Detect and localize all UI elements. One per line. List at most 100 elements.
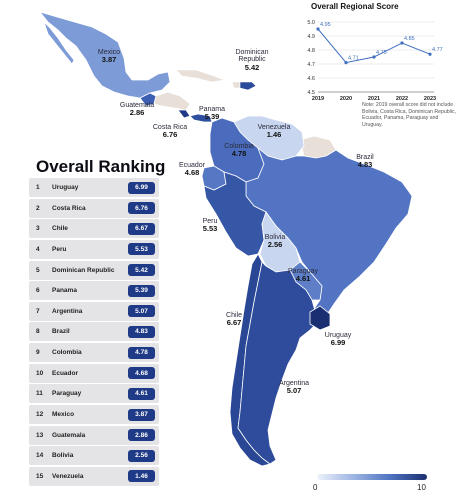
data-point	[344, 61, 348, 65]
rank-country: Mexico	[52, 411, 75, 419]
ranking-row: 2 Costa Rica 6.76	[29, 198, 159, 218]
legend-gradient-bar	[317, 474, 427, 480]
label-ecuador-name: Ecuador	[178, 162, 206, 169]
country-dominican-republic[interactable]	[239, 81, 257, 91]
label-argentina-score: 5.07	[286, 386, 302, 396]
country-costa-rica[interactable]	[177, 109, 191, 119]
rank-number: 12	[36, 411, 44, 419]
rank-country: Bolivia	[52, 452, 74, 460]
rank-country: Uruguay	[52, 184, 79, 191]
rank-country: Paraguay	[52, 390, 82, 398]
x-tick-label: 2020	[340, 96, 352, 102]
rank-number: 11	[36, 390, 43, 398]
label-chile-score: 6.67	[226, 318, 242, 328]
label-panama-score: 5.39	[204, 112, 220, 122]
y-tick-label: 5.0	[307, 20, 315, 26]
label-venezuela-name: Venezuela	[257, 124, 291, 131]
data-label: 4.77	[432, 47, 443, 53]
rank-country: Venezuela	[52, 472, 84, 480]
rank-score-badge: 4.78	[128, 346, 155, 359]
label-bolivia-name: Bolivia	[264, 234, 286, 241]
x-tick-label: 2021	[368, 96, 380, 102]
rank-number: 7	[36, 307, 40, 315]
data-point	[316, 27, 320, 31]
rank-number: 4	[36, 245, 40, 253]
rank-country: Chile	[52, 225, 68, 233]
rank-score-badge: 1.46	[128, 470, 155, 483]
ranking-row: 13 Guatemala 2.86	[29, 425, 159, 445]
rank-score-badge: 4.68	[128, 367, 155, 380]
legend-min-label: 0	[313, 483, 318, 492]
rank-score-badge: 6.99	[128, 181, 155, 194]
label-mexico-name: Mexico	[97, 49, 121, 56]
rank-score-badge: 4.83	[128, 325, 155, 338]
label-bolivia-score: 2.56	[267, 240, 283, 250]
rank-country: Costa Rica	[52, 204, 86, 212]
rank-country: Peru	[52, 245, 67, 253]
ranking-row: 11 Paraguay 4.61	[29, 384, 159, 404]
rank-number: 6	[36, 287, 40, 295]
rank-number: 1	[36, 184, 40, 191]
label-guatemala-score: 2.86	[129, 108, 145, 118]
y-tick-label: 4.6	[307, 76, 315, 82]
label-dominican-republic: Dominican Republic 5.42	[226, 49, 278, 72]
data-label: 4.95	[320, 22, 331, 28]
rank-country: Guatemala	[52, 431, 86, 439]
label-paraguay: Paraguay 4.61	[282, 268, 324, 283]
rank-number: 2	[36, 204, 40, 212]
data-label: 4.75	[376, 50, 387, 56]
ranking-row: 1 Uruguay 6.99	[29, 178, 159, 197]
label-uruguay: Uruguay 6.99	[318, 332, 358, 347]
ranking-row: 15 Venezuela 1.46	[29, 466, 159, 486]
baja-california	[43, 21, 75, 65]
y-tick-label: 4.7	[307, 62, 315, 68]
label-ecuador: Ecuador 4.68	[172, 162, 212, 177]
label-peru-name: Peru	[202, 218, 218, 225]
label-brazil-score: 4.83	[357, 160, 373, 170]
label-bolivia: Bolivia 2.56	[257, 234, 293, 249]
color-scale-legend: 0 10	[313, 474, 429, 498]
label-costa-rica: Costa Rica 6.76	[148, 124, 192, 139]
label-costa-rica-score: 6.76	[162, 130, 178, 140]
ranking-row: 9 Colombia 4.78	[29, 343, 159, 363]
rank-number: 5	[36, 266, 40, 274]
rank-number: 14	[36, 452, 44, 460]
label-colombia-name: Colombia	[224, 143, 254, 150]
label-paraguay-name: Paraguay	[288, 268, 318, 275]
rank-score-badge: 5.42	[128, 264, 155, 277]
rank-score-badge: 2.56	[128, 449, 155, 462]
label-uruguay-score: 6.99	[330, 338, 346, 348]
data-point	[400, 41, 404, 45]
ranking-list: 1 Uruguay 6.99 2 Costa Rica 6.76 3 Chile…	[29, 178, 159, 488]
label-argentina: Argentina 5.07	[272, 380, 316, 395]
country-uruguay[interactable]	[309, 305, 331, 331]
label-colombia-score: 4.78	[231, 149, 247, 159]
rank-number: 10	[36, 369, 44, 377]
country-argentina[interactable]	[237, 261, 319, 465]
y-tick-label: 4.8	[307, 48, 315, 54]
label-brazil: Brazil 4.83	[346, 154, 384, 169]
rank-country: Argentina	[52, 307, 83, 315]
rank-score-badge: 5.39	[128, 284, 155, 297]
label-chile: Chile 6.67	[216, 312, 252, 327]
label-peru: Peru 5.53	[192, 218, 228, 233]
label-argentina-name: Argentina	[279, 380, 309, 387]
rank-score-badge: 5.53	[128, 243, 155, 256]
data-label: 4.85	[404, 36, 415, 42]
country-mexico[interactable]	[38, 11, 171, 99]
data-label: 4.71	[348, 56, 359, 62]
x-tick-label: 2019	[312, 96, 324, 102]
y-tick-label: 4.9	[307, 34, 315, 40]
label-mexico: Mexico 3.87	[88, 49, 130, 64]
rank-score-badge: 6.67	[128, 222, 155, 235]
ranking-row: 12 Mexico 3.87	[29, 405, 159, 425]
label-colombia: Colombia 4.78	[217, 143, 261, 158]
label-venezuela: Venezuela 1.46	[252, 124, 296, 139]
x-tick-label: 2023	[424, 96, 436, 102]
rank-country: Dominican Republic	[52, 266, 115, 274]
regional-score-panel: Overall Regional Score 5.0 4.9 4.8 4.7 4.6 4.…	[306, 2, 458, 152]
data-point	[428, 52, 432, 56]
rank-number: 8	[36, 328, 40, 336]
ranking-row: 5 Dominican Republic 5.42	[29, 260, 159, 280]
